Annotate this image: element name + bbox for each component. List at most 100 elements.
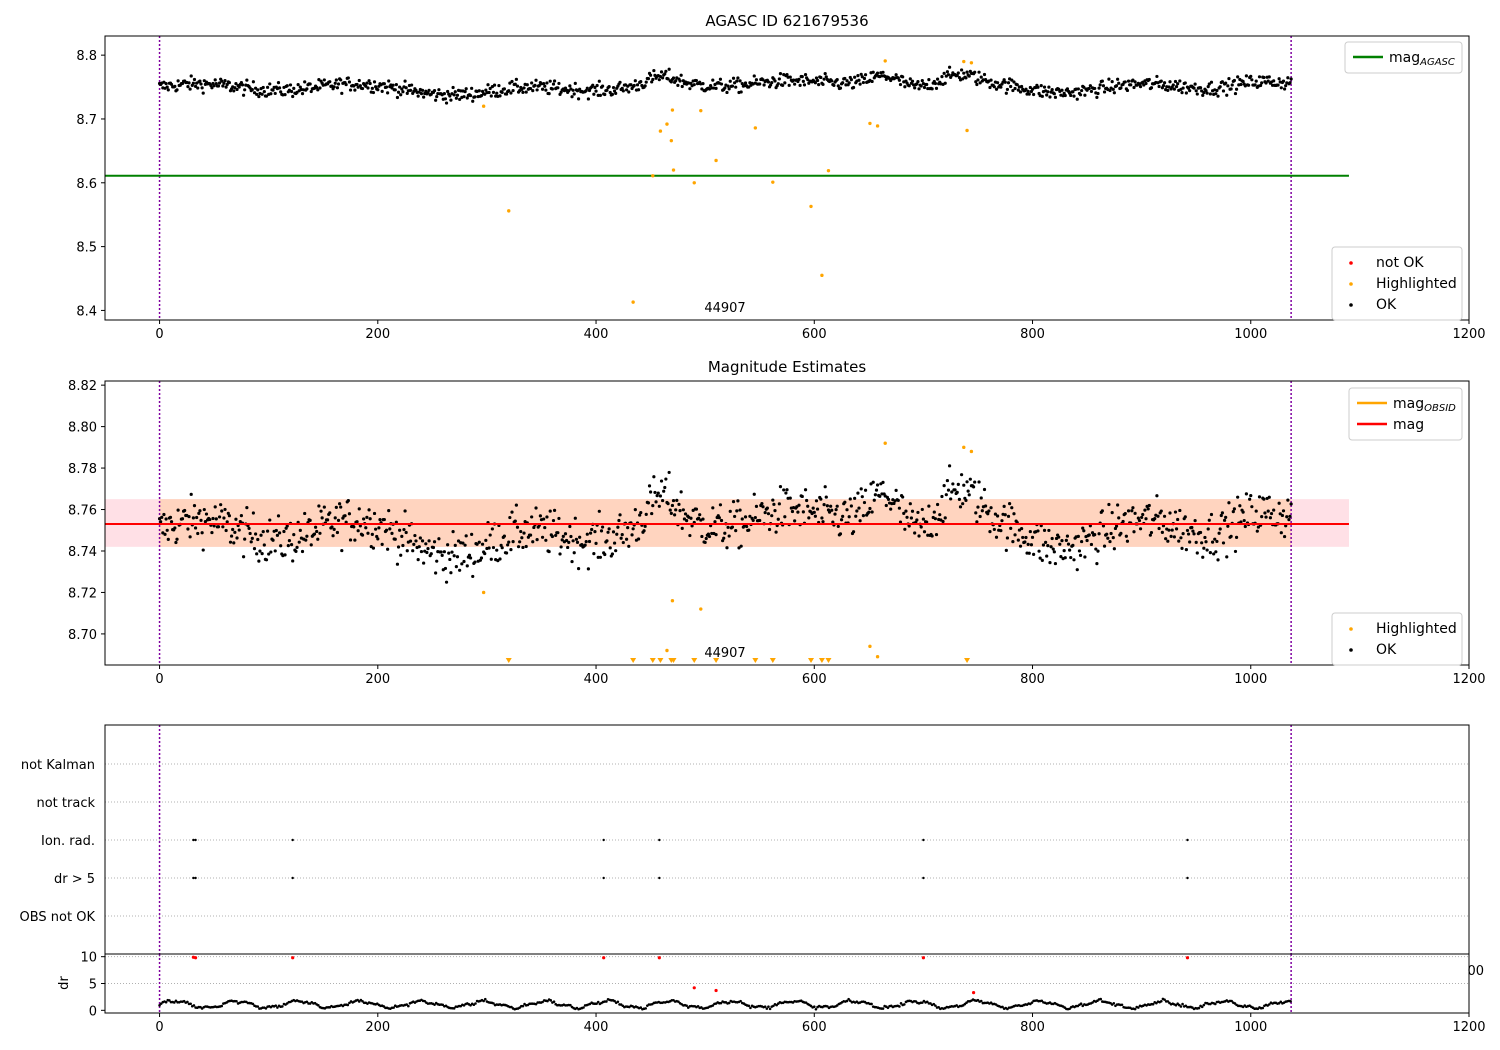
ok-point [679,490,683,494]
ok-point [422,561,426,565]
ok-point [538,514,542,518]
ok-point [387,79,391,83]
ok-point [1227,501,1231,505]
ok-point [987,509,991,513]
ok-point [1133,80,1137,84]
ok-point [287,539,292,543]
ok-point [1236,495,1240,499]
dr-point [1155,1001,1158,1005]
ok-point [509,548,513,552]
ok-point [217,515,222,519]
dr-point [848,999,852,1003]
ok-point [524,544,528,549]
ok-point [907,524,911,528]
ok-point [785,488,789,492]
ok-point [821,520,825,524]
ok-point [282,529,286,534]
ok-point [164,517,168,521]
ok-point [440,553,444,557]
ok-point [471,99,475,103]
ok-point [1095,562,1099,566]
ok-point [932,510,936,514]
ok-point [470,86,474,90]
ok-point [521,90,525,94]
ok-point [831,520,835,524]
ok-point [650,511,654,516]
ok-point [717,516,721,520]
dr-point [168,999,171,1002]
x-tick-label: 800 [1020,672,1045,687]
ok-point [256,88,260,92]
ok-point [1194,540,1198,544]
dr-point [1202,1003,1206,1007]
dr-flag-point [192,876,195,880]
ok-point [492,83,497,87]
ok-point [977,480,981,484]
ok-point [420,88,425,92]
ok-point [316,88,320,92]
ok-point [663,72,667,76]
ok-point [919,84,923,88]
ok-point [1116,77,1120,81]
dr-point [474,1002,477,1005]
ok-point [943,516,947,520]
highlighted-point [669,138,674,143]
ok-point [426,546,430,551]
ok-point [1097,532,1101,536]
highlighted-point [969,61,974,65]
ok-point [1016,538,1020,542]
ok-point [340,548,344,553]
ok-point [261,85,265,90]
ok-point [1204,88,1208,93]
ok-point [736,76,740,80]
dr-point [1137,1006,1140,1009]
ok-point [1045,554,1049,558]
ok-point [633,508,637,512]
ok-point [659,70,664,74]
ok-point [881,480,885,484]
dr-point [899,1002,903,1005]
ok-point [1206,527,1210,531]
ok-point [719,518,724,523]
dr-point [452,1007,456,1010]
ok-point [1045,93,1049,97]
ok-point [1114,84,1119,88]
ok-point [1181,86,1185,90]
highlighted-point [969,449,974,454]
ok-point [1192,532,1196,536]
dr-point [1200,1005,1204,1009]
ok-point [225,520,229,524]
ok-point [1157,84,1161,89]
ok-point [674,79,678,83]
ok-point [507,540,511,544]
ok-point [689,516,693,520]
ok-point [870,79,874,84]
ok-point [788,496,792,500]
ok-point [587,88,592,93]
ok-point [180,517,185,521]
ok-point [214,517,218,521]
ok-point [1140,515,1144,520]
ok-point [1217,531,1221,535]
x-tick-label: 200 [365,327,390,342]
ok-point [769,83,773,87]
dr-high-point [971,991,976,995]
ok-point [371,546,376,550]
ok-point [747,85,751,89]
ok-point [801,79,805,83]
ok-point [671,76,676,80]
ok-point [901,495,905,499]
ok-point [1107,502,1111,507]
ok-point [653,490,657,495]
ok-point [1053,95,1058,99]
ok-point [189,492,193,496]
dr-point [903,1003,906,1006]
ok-point [1218,85,1222,89]
ok-point [1028,529,1032,534]
ok-point [730,84,735,88]
ok-point [551,518,556,523]
x-tick-label: 800 [1020,1020,1045,1035]
ok-point [670,503,675,508]
ok-point [654,500,658,504]
ok-point [657,504,661,508]
